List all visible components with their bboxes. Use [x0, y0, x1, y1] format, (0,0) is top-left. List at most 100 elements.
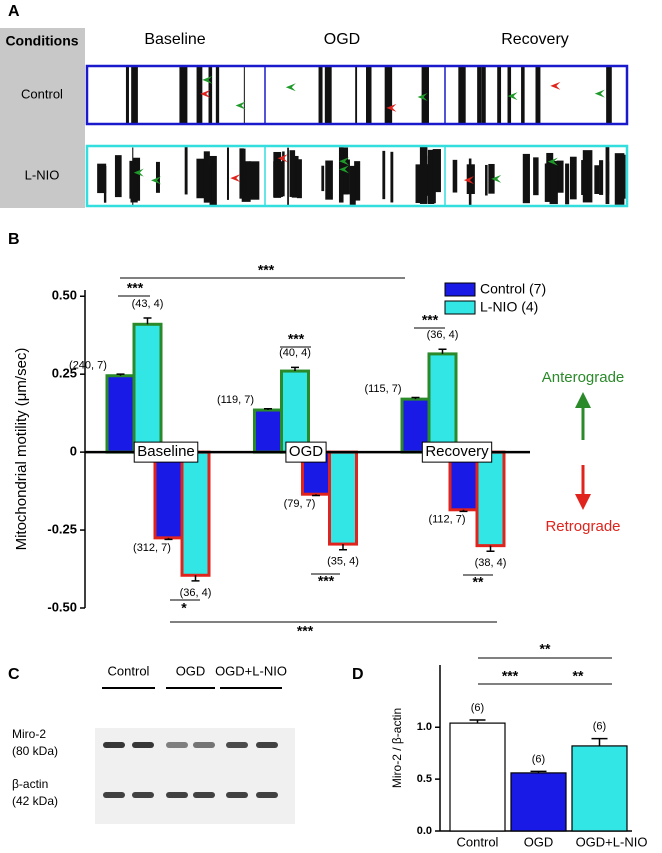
- kymograph-stripe: [321, 165, 325, 192]
- error-bar: [264, 408, 272, 411]
- kymograph-stripe: [427, 149, 435, 204]
- arrowhead: [230, 174, 241, 183]
- direction-arrowhead: [575, 494, 591, 510]
- blot-band: [193, 792, 215, 798]
- x-tick-label: OGD: [524, 834, 554, 849]
- column-title: Recovery: [501, 31, 569, 48]
- significance-label: ***: [127, 280, 144, 296]
- significance-label: **: [473, 574, 484, 590]
- error-bar: [191, 575, 200, 582]
- kymograph-stripe: [114, 155, 122, 198]
- kymograph-stripe: [273, 161, 283, 197]
- bar: [132, 322, 163, 454]
- kymograph-stripe: [125, 66, 129, 124]
- panel-label: C: [8, 666, 20, 683]
- bar: [328, 450, 358, 546]
- category-box: [421, 441, 493, 463]
- kymograph-stripe: [549, 161, 558, 205]
- kymograph-stripe: [282, 151, 285, 197]
- kymograph-stripe: [599, 160, 604, 195]
- bar: [510, 772, 567, 832]
- kymograph-stripe: [522, 153, 530, 204]
- panel-label: A: [8, 3, 20, 20]
- blot-band: [103, 792, 125, 798]
- error-bar: [164, 537, 173, 541]
- kymograph-stripe: [239, 148, 244, 199]
- kymograph-stripe: [184, 147, 188, 195]
- error-bar: [459, 509, 468, 513]
- n-label: (79, 7): [284, 498, 316, 510]
- legend-label: Control (7): [480, 281, 546, 297]
- error-bar: [116, 373, 125, 376]
- blot-band: [226, 792, 248, 798]
- bar: [153, 450, 184, 540]
- bar: [180, 450, 211, 577]
- kymograph-stripe: [291, 155, 299, 198]
- n-label: (35, 4): [327, 556, 359, 568]
- arrowhead: [417, 92, 428, 101]
- kymograph-stripe: [349, 165, 356, 205]
- row-label: L-NIO: [25, 167, 60, 182]
- kymograph-stripe: [181, 66, 188, 124]
- significance-label: *: [181, 600, 187, 616]
- blot-band: [256, 792, 278, 798]
- arrowhead: [550, 81, 561, 90]
- kymograph-stripe: [605, 146, 610, 205]
- n-label: (40, 4): [279, 347, 311, 359]
- kymograph-stripe: [318, 66, 323, 124]
- arrowhead: [463, 176, 474, 185]
- kymograph-stripe: [355, 66, 358, 124]
- bar: [253, 408, 283, 454]
- kymograph-stripe: [570, 165, 575, 198]
- lane-label: OGD+L-NIO: [215, 663, 287, 678]
- error-bar: [143, 317, 152, 325]
- blot-band: [132, 742, 154, 748]
- arrowhead: [235, 101, 246, 110]
- protein-size: (42 kDa): [12, 794, 58, 808]
- y-axis-label: Miro-2 / β-actin: [390, 708, 404, 788]
- panel-label: B: [8, 231, 20, 248]
- blot-band: [103, 742, 125, 748]
- kymograph-stripe: [533, 157, 539, 196]
- y-axis-label: Mitochondrial motility (μm/sec): [13, 348, 30, 551]
- kymograph-stripe: [296, 159, 302, 199]
- protein-name: β-actin: [12, 777, 48, 791]
- x-tick-label: OGD+L-NIO: [576, 834, 648, 849]
- n-label: (6): [593, 721, 606, 733]
- kymograph-stripe: [287, 147, 289, 206]
- kymograph-stripe: [354, 161, 361, 201]
- blot-band: [166, 742, 188, 748]
- kymograph-stripe: [497, 66, 502, 124]
- protein-name: Miro-2: [12, 727, 46, 741]
- significance-label: ***: [297, 623, 314, 639]
- column-title: Baseline: [144, 31, 205, 48]
- kymograph-stripe: [243, 148, 246, 196]
- blot-band: [193, 742, 215, 748]
- kymograph-stripe: [211, 163, 216, 201]
- n-label: (112, 7): [428, 514, 465, 526]
- significance-label: **: [573, 668, 584, 684]
- kymograph-stripe: [432, 149, 441, 193]
- n-label: (36, 4): [180, 587, 212, 599]
- blot-band: [256, 742, 278, 748]
- error-bar: [339, 544, 347, 551]
- kymograph-border: [85, 144, 629, 208]
- blot-band: [132, 792, 154, 798]
- category-label: Recovery: [425, 443, 489, 460]
- kymograph-stripe: [535, 66, 541, 124]
- error-bar: [469, 719, 486, 724]
- kymograph-stripe: [240, 149, 242, 192]
- y-tick-label: 1.0: [417, 721, 432, 733]
- arrowhead: [200, 89, 211, 98]
- category-box: [133, 441, 199, 463]
- arrowhead: [133, 168, 144, 177]
- kymograph-stripe: [366, 66, 372, 124]
- kymograph-stripe: [384, 66, 393, 124]
- y-tick-label: 0.25: [52, 366, 77, 381]
- n-label: (119, 7): [217, 394, 254, 406]
- arrowhead: [386, 103, 397, 112]
- error-bar: [486, 545, 495, 553]
- kymograph-stripe: [382, 150, 386, 200]
- kymograph-stripe: [241, 161, 251, 202]
